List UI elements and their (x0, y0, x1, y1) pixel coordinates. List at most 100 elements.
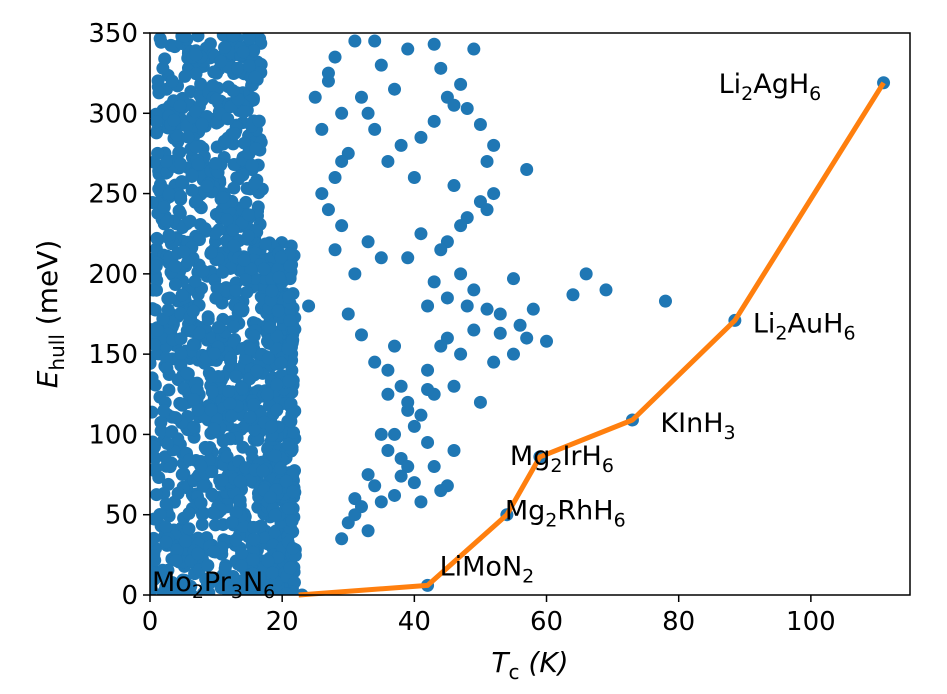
scatter-point (374, 251, 388, 265)
scatter-point (154, 35, 168, 49)
scatter-point (285, 514, 299, 528)
scatter-point (227, 181, 241, 195)
scatter-point (159, 497, 173, 511)
scatter-point (215, 473, 229, 487)
scatter-point (165, 425, 179, 439)
scatter-point (274, 356, 288, 370)
scatter-point (401, 403, 415, 417)
scatter-point (165, 74, 179, 88)
scatter-point (407, 419, 421, 433)
scatter-point (150, 231, 164, 245)
scatter-point (493, 326, 507, 340)
y-tick-label: 50 (105, 501, 138, 531)
scatter-point (173, 145, 187, 159)
scatter-point (182, 506, 196, 520)
scatter-point (287, 426, 301, 440)
scatter-point (271, 304, 285, 318)
scatter-point (246, 567, 260, 581)
scatter-point (182, 453, 196, 467)
scatter-point (229, 369, 243, 383)
scatter-point (283, 313, 297, 327)
scatter-point (150, 356, 157, 370)
scatter-point (198, 222, 212, 236)
scatter-point (151, 146, 165, 160)
scatter-points (150, 33, 891, 595)
scatter-point (473, 118, 487, 132)
scatter-point (153, 507, 167, 521)
scatter-point (434, 61, 448, 75)
scatter-point (207, 347, 221, 361)
scatter-point (368, 479, 382, 493)
scatter-point (487, 138, 501, 152)
x-tick-label: 60 (530, 607, 563, 637)
scatter-point (161, 303, 175, 317)
scatter-point (201, 312, 215, 326)
scatter-point (175, 468, 189, 482)
scatter-point (414, 408, 428, 422)
scatter-point (335, 532, 349, 546)
scatter-point (271, 551, 285, 565)
scatter-point (227, 239, 241, 253)
scatter-point (246, 520, 260, 534)
scatter-point (248, 177, 262, 191)
scatter-point (302, 299, 316, 313)
scatter-point (186, 337, 200, 351)
scatter-point (434, 243, 448, 257)
scatter-point (216, 265, 230, 279)
scatter-point (191, 33, 205, 43)
scatter-point (506, 347, 520, 361)
scatter-point (227, 320, 241, 334)
scatter-point (189, 140, 203, 154)
scatter-point (201, 558, 215, 572)
scatter-point (223, 397, 237, 411)
point-labels: Mo2Pr3N6 LiMoN2 Mg2RhH6 Mg2IrH6 KInH3 Li2AuH6… (152, 69, 856, 603)
scatter-point (170, 577, 184, 591)
scatter-point (229, 284, 243, 298)
scatter-point (169, 411, 183, 425)
scatter-point (204, 245, 218, 259)
scatter-point (151, 74, 165, 88)
scatter-point (242, 33, 256, 45)
scatter-point (150, 583, 158, 595)
scatter-point (152, 86, 166, 100)
scatter-point (206, 506, 220, 520)
scatter-point (249, 142, 263, 156)
scatter-point (150, 565, 158, 579)
scatter-point (175, 288, 189, 302)
scatter-point (335, 154, 349, 168)
scatter-point (163, 291, 177, 305)
scatter-point (348, 34, 362, 48)
scatter-point (368, 355, 382, 369)
scatter-point (281, 502, 295, 516)
scatter-point (239, 273, 253, 287)
scatter-point (191, 547, 205, 561)
scatter-point (159, 520, 173, 534)
scatter-point (152, 471, 166, 485)
scatter-point (381, 363, 395, 377)
scatter-point (247, 398, 261, 412)
scatter-point (394, 379, 408, 393)
scatter-point (368, 122, 382, 136)
scatter-point (427, 460, 441, 474)
scatter-point (242, 59, 256, 73)
scatter-point (181, 255, 195, 269)
scatter-point (434, 484, 448, 498)
scatter-point (487, 187, 501, 201)
scatter-point (274, 250, 288, 264)
scatter-point (579, 267, 593, 281)
scatter-point (180, 366, 194, 380)
scatter-point (241, 229, 255, 243)
scatter-point (192, 326, 206, 340)
scatter-point (246, 553, 260, 567)
scatter-point (210, 281, 224, 295)
scatter-point (467, 42, 481, 56)
scatter-point (152, 182, 166, 196)
scatter-point (196, 264, 210, 278)
scatter-point (286, 485, 300, 499)
scatter-point (460, 299, 474, 313)
scatter-point (231, 61, 245, 75)
scatter-point (194, 459, 208, 473)
scatter-point (266, 538, 280, 552)
y-tick-label: 100 (88, 420, 138, 450)
x-tick-label: 40 (398, 607, 431, 637)
